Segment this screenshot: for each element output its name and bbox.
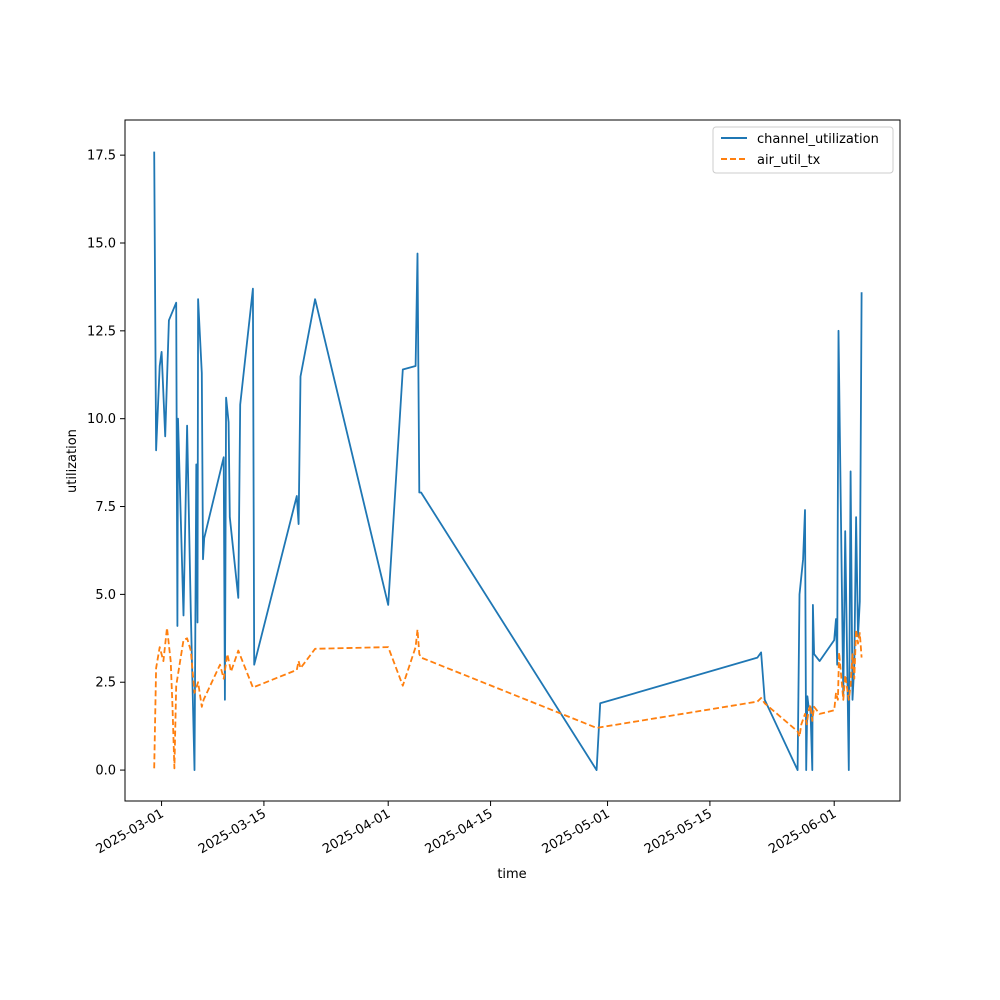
plot-frame bbox=[124, 119, 901, 802]
series-line-air-util-tx bbox=[153, 626, 863, 770]
y-axis-label: utilization bbox=[65, 429, 80, 493]
y-tick-label: 17.5 bbox=[87, 149, 116, 164]
legend: channel_utilization air_util_tx bbox=[712, 126, 894, 174]
y-axis: 0.0 2.5 5.0 7.5 10.0 12.5 15.0 17.5 bbox=[87, 149, 125, 779]
legend-box bbox=[712, 126, 894, 174]
legend-label-channel-utilization: channel_utilization bbox=[757, 132, 879, 147]
y-tick-label: 10.0 bbox=[87, 412, 116, 427]
y-tick-label: 2.5 bbox=[95, 676, 116, 691]
y-tick-label: 15.0 bbox=[87, 236, 116, 251]
y-tick-label: 12.5 bbox=[87, 324, 116, 339]
series-layer bbox=[153, 151, 863, 771]
x-axis-label: time bbox=[497, 867, 526, 882]
legend-label-air-util-tx: air_util_tx bbox=[757, 153, 821, 168]
y-tick-label: 0.0 bbox=[95, 764, 116, 779]
y-tick-label: 7.5 bbox=[95, 500, 116, 515]
y-tick-label: 5.0 bbox=[95, 588, 116, 603]
